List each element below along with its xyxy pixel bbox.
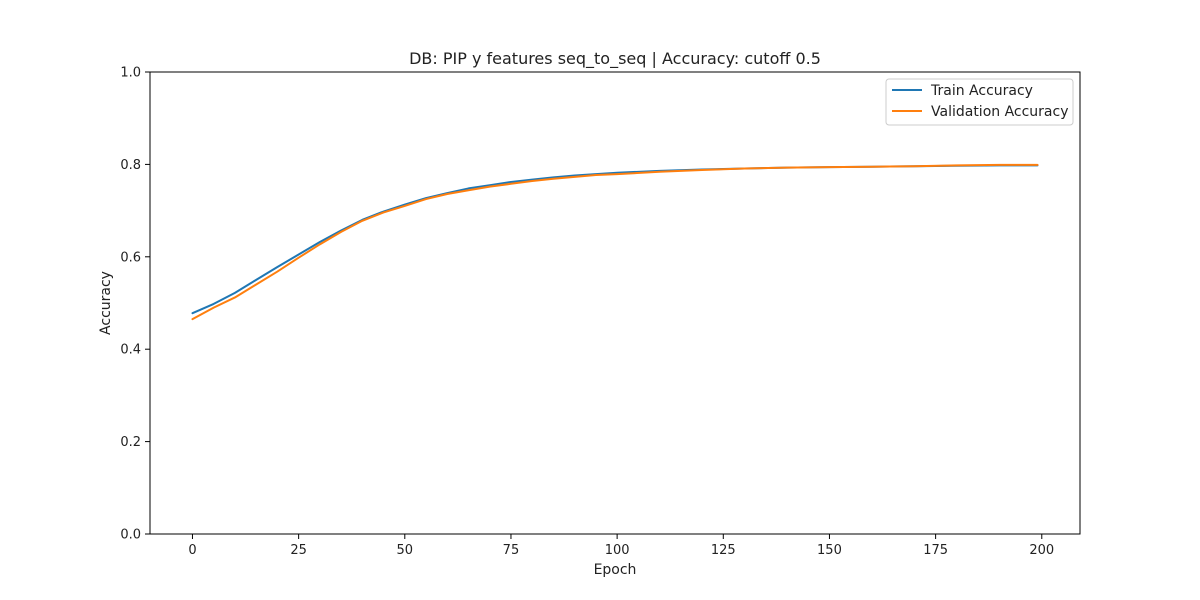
x-axis: 0 25 50 75 100 125 150 175 200 — [188, 534, 1054, 558]
x-tick-label: 200 — [1029, 543, 1054, 558]
y-tick-label: 0.6 — [120, 250, 141, 265]
chart-title: DB: PIP y features seq_to_seq | Accuracy… — [409, 49, 821, 69]
plot-frame — [149, 71, 1081, 535]
x-tick-label: 150 — [817, 543, 842, 558]
y-axis-label: Accuracy — [98, 271, 114, 335]
x-tick-label: 50 — [397, 543, 414, 558]
x-tick-label: 175 — [923, 543, 948, 558]
legend-box — [885, 78, 1074, 126]
x-tick-label: 100 — [605, 543, 630, 558]
x-tick-label: 25 — [290, 543, 307, 558]
y-tick-label: 1.0 — [120, 66, 141, 81]
x-tick-label: 125 — [711, 543, 736, 558]
y-axis: 0.0 0.2 0.4 0.6 0.8 1.0 — [120, 66, 150, 543]
legend: Train Accuracy Validation Accuracy — [885, 78, 1074, 126]
series-line-validation-accuracy — [191, 163, 1039, 321]
legend-label-train-accuracy: Train Accuracy — [930, 83, 1033, 99]
legend-label-validation-accuracy: Validation Accuracy — [931, 104, 1069, 120]
y-tick-label: 0.2 — [120, 435, 141, 450]
y-tick-label: 0.4 — [120, 343, 141, 358]
plot-lines — [191, 163, 1039, 321]
x-tick-label: 0 — [188, 543, 196, 558]
y-tick-label: 0.0 — [120, 528, 141, 543]
x-axis-label: Epoch — [594, 562, 637, 578]
y-tick-label: 0.8 — [120, 158, 141, 173]
x-tick-label: 75 — [503, 543, 520, 558]
